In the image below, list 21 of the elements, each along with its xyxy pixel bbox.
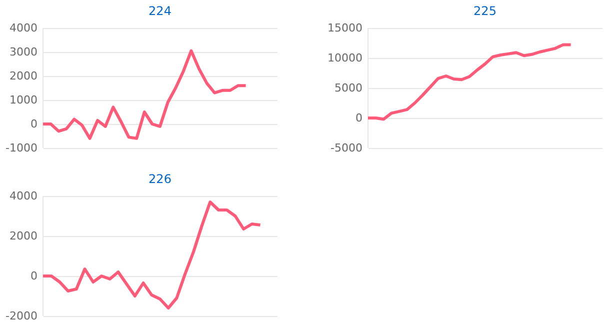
y-tick-label: 10000 bbox=[328, 52, 362, 64]
y-tick-label: 4000 bbox=[10, 190, 38, 202]
chart-title: 226 bbox=[148, 172, 172, 186]
y-tick-label: 0 bbox=[30, 118, 38, 130]
y-tick-label: 3000 bbox=[10, 46, 38, 58]
y-tick-label: 15000 bbox=[328, 22, 362, 34]
y-tick-label: 0 bbox=[356, 112, 362, 124]
line-series bbox=[366, 43, 572, 121]
chart-title: 225 bbox=[474, 4, 496, 18]
chart-title: 224 bbox=[148, 4, 172, 18]
y-tick-label: -2000 bbox=[6, 310, 38, 322]
y-tick-label: 2000 bbox=[10, 230, 38, 242]
y-tick-label: 5000 bbox=[334, 82, 362, 94]
line-series bbox=[42, 49, 248, 140]
line-series bbox=[42, 200, 262, 310]
y-tick-label: -1000 bbox=[6, 142, 38, 154]
y-tick-label: 0 bbox=[30, 270, 38, 282]
y-tick-label: 2000 bbox=[10, 70, 38, 82]
y-tick-label: 4000 bbox=[10, 22, 38, 34]
y-tick-label: -5000 bbox=[330, 142, 362, 154]
y-tick-label: 1000 bbox=[10, 94, 38, 106]
